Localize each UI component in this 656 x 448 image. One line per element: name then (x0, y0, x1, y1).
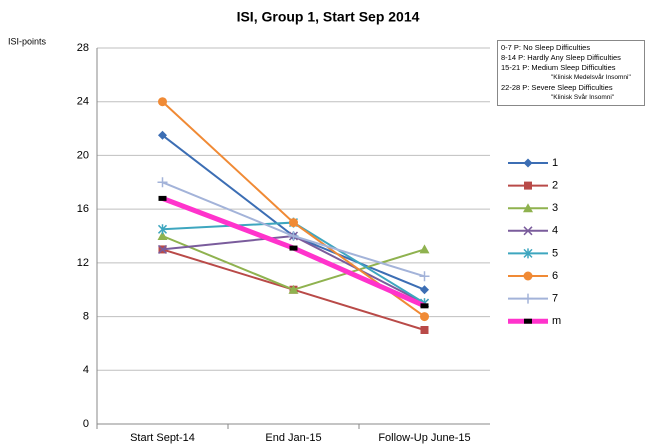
x-tick-label: End Jan-15 (265, 432, 321, 444)
y-tick-label: 20 (77, 149, 89, 161)
chart-title: ISI, Group 1, Start Sep 2014 (237, 9, 420, 25)
legend-label: 4 (552, 225, 558, 237)
marker (157, 244, 168, 254)
x-tick-label: Follow-Up June-15 (378, 432, 470, 444)
marker (523, 293, 533, 304)
marker (289, 218, 298, 228)
marker (158, 97, 167, 107)
legend-label: 3 (552, 202, 558, 214)
marker (158, 195, 167, 201)
marker (288, 284, 299, 294)
marker (523, 158, 533, 168)
marker (420, 303, 429, 309)
legend-label: 5 (552, 247, 558, 259)
legend-label: 6 (552, 270, 558, 282)
legend-label: 2 (552, 180, 558, 192)
note-box: 0-7 P: No Sleep Difficulties 8-14 P: Hard… (497, 40, 645, 106)
marker (157, 177, 168, 188)
marker (420, 326, 429, 334)
marker (419, 244, 430, 254)
marker (157, 224, 168, 235)
marker (288, 231, 299, 241)
marker (420, 312, 429, 322)
legend-label: m (552, 315, 561, 327)
note-line: 0-7 P: No Sleep Difficulties (501, 43, 591, 52)
y-tick-label: 0 (83, 418, 89, 430)
y-tick-label: 12 (77, 257, 89, 269)
marker (420, 285, 429, 295)
marker (523, 271, 533, 281)
marker (289, 245, 298, 251)
note-line: 22-28 P: Severe Sleep Difficulties (501, 83, 613, 92)
legend-label: 7 (552, 293, 558, 305)
note-line: 8-14 P: Hardly Any Sleep Difficulties (501, 53, 621, 62)
y-tick-label: 28 (77, 42, 89, 54)
legend-label: 1 (552, 157, 558, 169)
marker (523, 248, 533, 259)
y-tick-label: 4 (83, 364, 89, 376)
marker (523, 203, 533, 213)
y-axis-label: ISI-points (8, 36, 47, 46)
x-tick-label: Start Sept-14 (130, 432, 195, 444)
y-tick-label: 16 (77, 203, 89, 215)
marker (419, 271, 430, 282)
marker (523, 226, 533, 236)
marker (157, 231, 168, 240)
y-tick-label: 24 (77, 96, 89, 108)
marker (524, 318, 532, 324)
note-line: "Klinisk Medelsvår Insomni" (551, 74, 631, 81)
note-line: "Klinisk Svår Insomni" (551, 94, 615, 101)
marker (158, 130, 167, 140)
note-line: 15-21 P: Medium Sleep Difficulties (501, 63, 616, 72)
marker (524, 181, 532, 190)
y-tick-label: 8 (83, 310, 89, 322)
